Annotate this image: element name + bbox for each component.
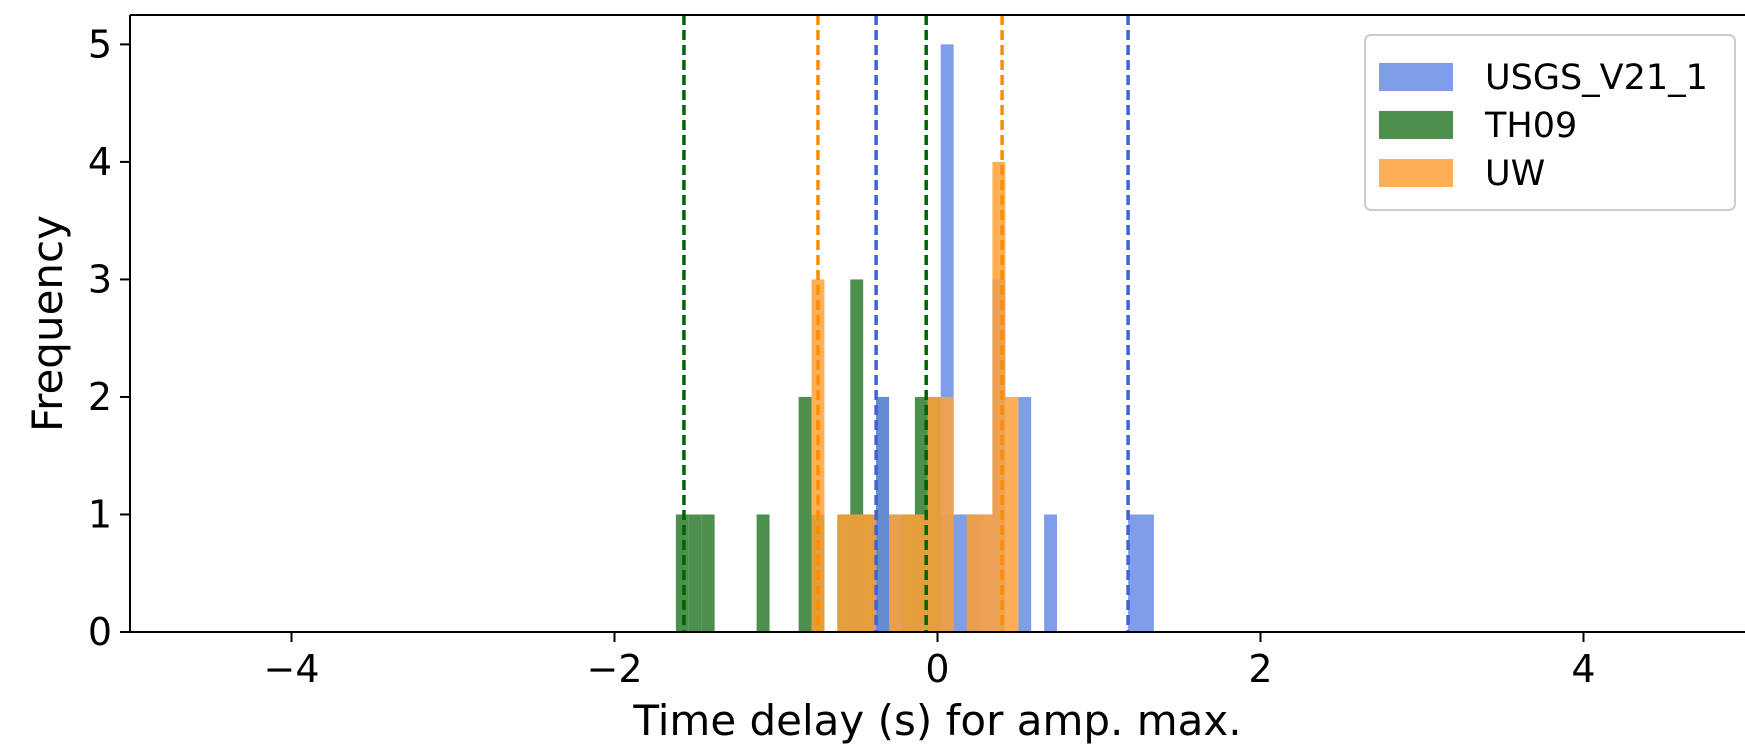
bar [837, 514, 851, 632]
bar [927, 396, 941, 632]
plot-area [675, 44, 1154, 632]
y-axis-label: Frequency [23, 215, 72, 432]
legend: USGS_V21_1 TH09 UW [1364, 34, 1736, 211]
bar [1005, 396, 1019, 632]
bar [901, 514, 915, 632]
y-tick-label: 4 [88, 140, 112, 184]
bar [1018, 396, 1032, 632]
bar [940, 396, 954, 632]
legend-swatch [1379, 63, 1453, 91]
bar [979, 514, 993, 632]
bar [701, 514, 715, 632]
x-tick-label: 0 [925, 647, 949, 691]
legend-label: USGS_V21_1 [1485, 58, 1708, 98]
legend-swatch [1379, 111, 1453, 139]
bar [688, 514, 702, 632]
y-tick-label: 2 [88, 375, 112, 419]
bar [850, 514, 864, 632]
bar [756, 514, 770, 632]
y-tick-label: 3 [88, 257, 112, 301]
x-tick-label: −2 [586, 647, 642, 691]
legend-box [1364, 34, 1736, 211]
bar [798, 396, 812, 632]
mean-lines [682, 15, 1130, 632]
y-tick-label: 1 [88, 492, 112, 536]
bar [863, 514, 877, 632]
bar [1128, 514, 1141, 632]
y-ticks: 0 1 2 3 4 5 [88, 22, 130, 654]
bar [1044, 514, 1058, 632]
x-tick-label: 2 [1248, 647, 1272, 691]
x-axis-label: Time delay (s) for amp. max. [632, 696, 1241, 745]
y-tick-label: 0 [88, 610, 112, 654]
x-tick-label: −4 [263, 647, 319, 691]
bar [876, 396, 890, 632]
x-ticks: −4 −2 0 2 4 [263, 632, 1596, 691]
bar [889, 514, 902, 632]
bar [1140, 514, 1154, 632]
bar [953, 514, 967, 632]
bar [966, 514, 980, 632]
legend-label: UW [1485, 154, 1545, 194]
legend-label: TH09 [1484, 106, 1577, 146]
x-tick-label: 4 [1571, 647, 1595, 691]
y-tick-label: 5 [88, 22, 112, 66]
legend-swatch [1379, 159, 1453, 187]
